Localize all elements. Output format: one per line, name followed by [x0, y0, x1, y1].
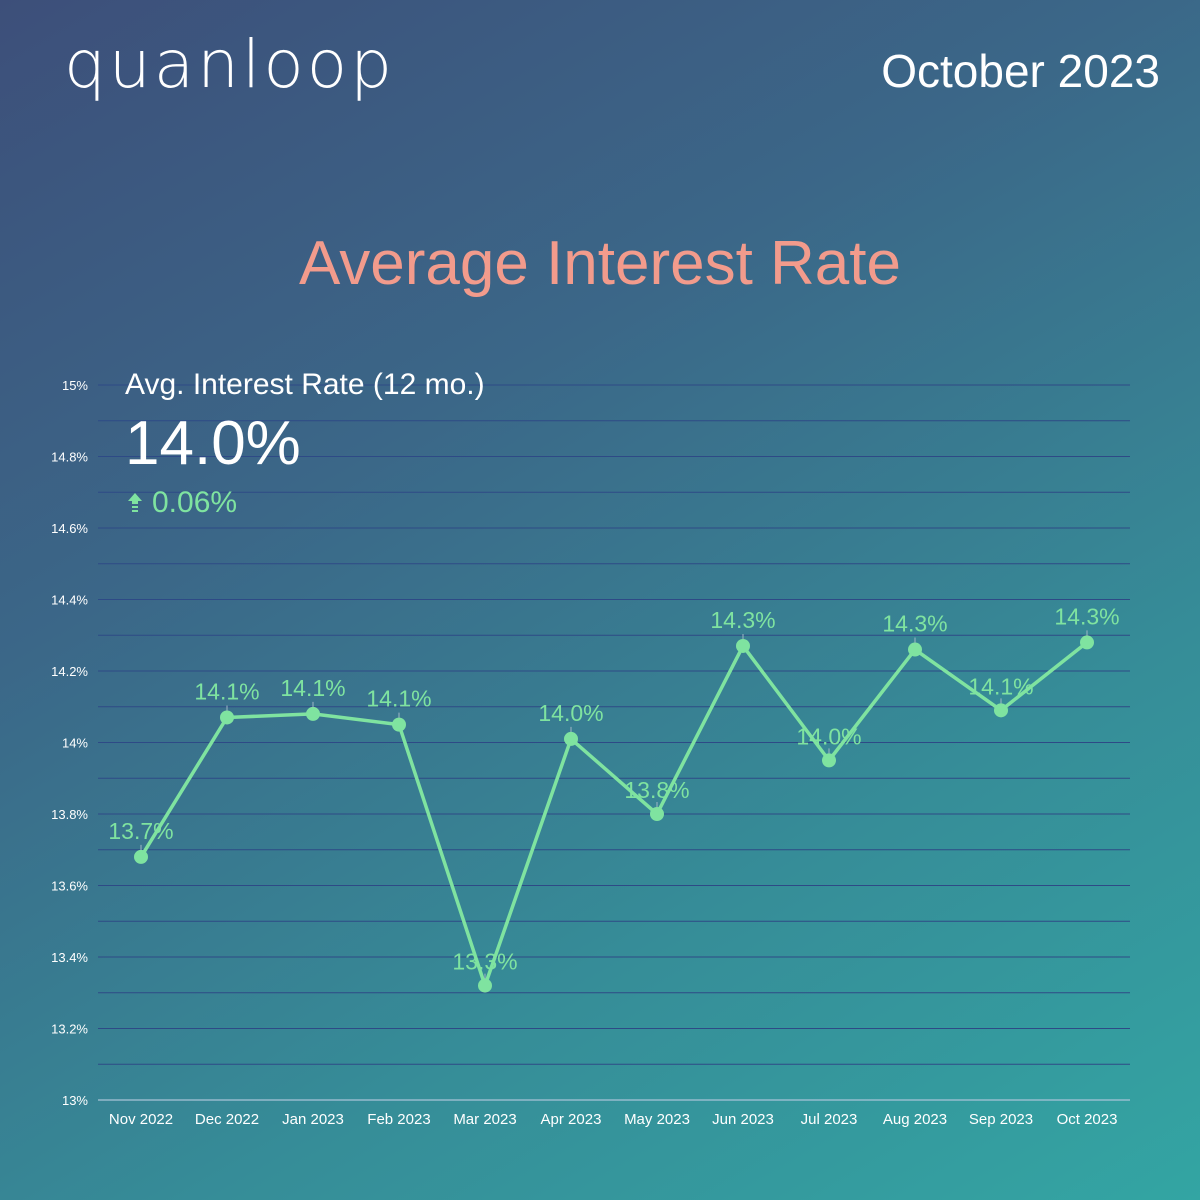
data-point	[650, 807, 664, 821]
data-point	[1080, 635, 1094, 650]
data-label: 14.1%	[194, 678, 259, 704]
y-tick-label: 14.2%	[51, 664, 88, 679]
data-label: 14.3%	[710, 607, 775, 633]
data-point	[994, 703, 1008, 718]
kpi-label: Avg. Interest Rate (12 mo.)	[125, 368, 485, 401]
x-tick-label: Jan 2023	[282, 1111, 344, 1128]
y-tick-label: 13.6%	[51, 879, 88, 894]
series-line	[139, 641, 1089, 988]
data-label: 14.0%	[796, 723, 861, 749]
x-tick-label: Mar 2023	[453, 1111, 516, 1128]
x-tick-label: Oct 2023	[1057, 1111, 1118, 1128]
x-tick-label: May 2023	[624, 1111, 690, 1128]
y-tick-label: 14.6%	[51, 521, 88, 536]
x-tick-label: Aug 2023	[883, 1111, 947, 1128]
data-label: 13.7%	[108, 818, 173, 844]
report-period: October 2023	[881, 45, 1160, 97]
y-tick-label: 14.8%	[51, 450, 88, 465]
data-label: 14.1%	[968, 673, 1033, 699]
data-label: 14.1%	[280, 675, 345, 701]
x-tick-label: Jun 2023	[712, 1111, 774, 1128]
y-tick-label: 13.8%	[51, 807, 88, 822]
y-tick-label: 15%	[62, 378, 88, 393]
data-label: 14.1%	[366, 686, 431, 712]
brand-logo: quanloop	[64, 26, 395, 103]
data-point	[478, 978, 492, 993]
data-point	[220, 710, 234, 725]
data-point	[306, 706, 320, 721]
data-point	[392, 717, 406, 732]
y-tick-label: 13%	[62, 1093, 88, 1108]
data-label: 14.3%	[1054, 603, 1119, 629]
page-title: Average Interest Rate	[299, 229, 901, 298]
x-tick-label: Nov 2022	[109, 1111, 173, 1128]
data-point	[736, 638, 750, 653]
data-label: 14.3%	[882, 611, 947, 637]
kpi-delta: 0.06%	[128, 486, 237, 520]
x-tick-label: Sep 2023	[969, 1111, 1033, 1128]
y-tick-label: 14.4%	[51, 593, 88, 608]
arrow-up-icon	[128, 493, 142, 512]
y-tick-label: 14%	[62, 736, 88, 751]
x-tick-label: Dec 2022	[195, 1111, 259, 1128]
data-label: 14.0%	[538, 700, 603, 726]
x-tick-label: Apr 2023	[541, 1111, 602, 1128]
y-tick-label: 13.4%	[51, 950, 88, 965]
y-tick-label: 13.2%	[51, 1022, 88, 1037]
data-point	[822, 753, 836, 768]
data-point	[564, 731, 578, 746]
data-label: 13.3%	[452, 949, 517, 975]
data-point	[134, 849, 148, 864]
x-tick-label: Feb 2023	[367, 1111, 430, 1128]
data-label: 13.8%	[624, 777, 689, 803]
kpi-value: 14.0%	[125, 409, 301, 478]
x-tick-label: Jul 2023	[801, 1111, 858, 1128]
data-point	[908, 642, 922, 657]
kpi-delta-value: 0.06%	[152, 486, 238, 519]
